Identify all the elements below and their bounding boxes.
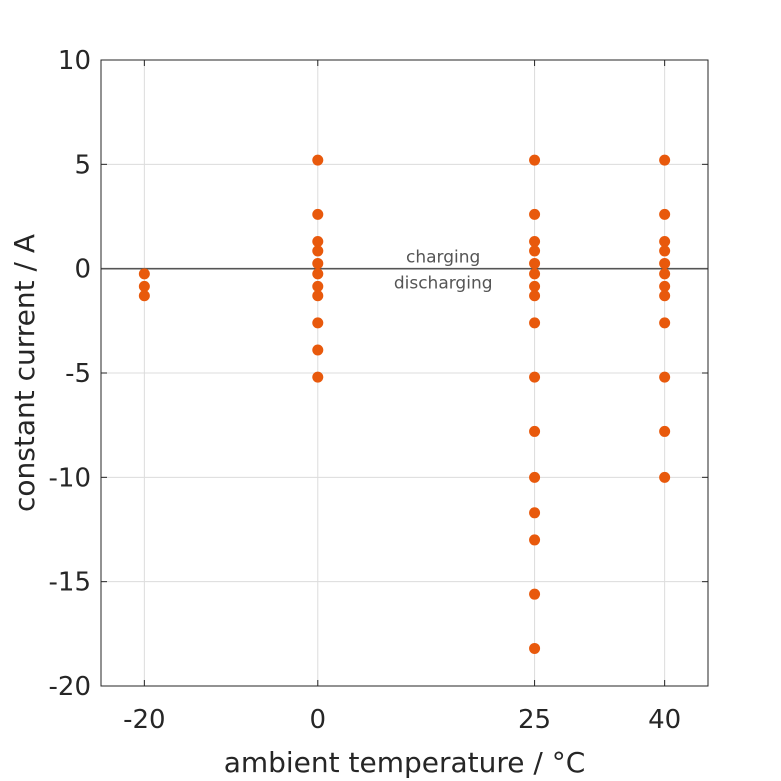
data-point <box>529 642 541 654</box>
data-point <box>659 280 671 292</box>
data-point <box>138 280 150 292</box>
x-tick-label: 0 <box>310 705 327 735</box>
data-point <box>659 371 671 383</box>
data-point <box>529 268 541 280</box>
data-point <box>529 534 541 546</box>
data-point <box>659 208 671 220</box>
y-axis-title: constant current / A <box>8 234 41 512</box>
x-tick-label: 40 <box>648 705 681 735</box>
data-point <box>529 257 541 269</box>
data-point <box>312 371 324 383</box>
data-point <box>659 154 671 166</box>
plot-area-frame <box>100 59 709 687</box>
data-point <box>659 471 671 483</box>
y-tick-label: 0 <box>74 255 91 285</box>
discharging-annotation: discharging <box>394 274 493 294</box>
y-tick-label: -10 <box>49 463 91 493</box>
data-point <box>659 290 671 302</box>
charging-annotation: charging <box>406 248 480 268</box>
data-point <box>312 317 324 329</box>
y-tick-label: -20 <box>49 672 91 702</box>
data-point <box>312 245 324 257</box>
data-point <box>659 245 671 257</box>
data-point <box>529 471 541 483</box>
data-point <box>312 268 324 280</box>
data-point <box>529 154 541 166</box>
x-tick-label: -20 <box>123 705 165 735</box>
data-point <box>529 371 541 383</box>
data-point <box>138 268 150 280</box>
data-point <box>529 208 541 220</box>
data-point <box>529 425 541 437</box>
data-point <box>312 257 324 269</box>
y-tick-labels: 10 5 0 -5 -10 -15 -20 <box>49 46 91 702</box>
data-point <box>529 236 541 248</box>
data-point <box>529 245 541 257</box>
x-tick-label: 25 <box>518 705 551 735</box>
data-point <box>659 268 671 280</box>
y-tick-label: -5 <box>65 359 91 389</box>
data-point <box>529 588 541 600</box>
y-tick-label: -15 <box>49 568 91 598</box>
data-point <box>312 236 324 248</box>
data-point <box>659 236 671 248</box>
x-axis-title: ambient temperature / °C <box>224 746 586 779</box>
data-point <box>312 344 324 356</box>
data-point <box>529 280 541 292</box>
data-point <box>529 507 541 519</box>
data-points <box>138 154 671 654</box>
data-point <box>529 317 541 329</box>
data-point <box>312 280 324 292</box>
data-point <box>659 257 671 269</box>
y-tick-label: 10 <box>58 46 91 76</box>
data-point <box>659 425 671 437</box>
data-point <box>312 154 324 166</box>
grid-lines <box>101 59 708 687</box>
data-point <box>312 208 324 220</box>
data-point <box>138 290 150 302</box>
data-point <box>312 290 324 302</box>
y-tick-label: 5 <box>74 150 91 180</box>
data-point <box>659 317 671 329</box>
data-point <box>529 290 541 302</box>
x-tick-labels: -20 0 25 40 <box>123 705 681 735</box>
